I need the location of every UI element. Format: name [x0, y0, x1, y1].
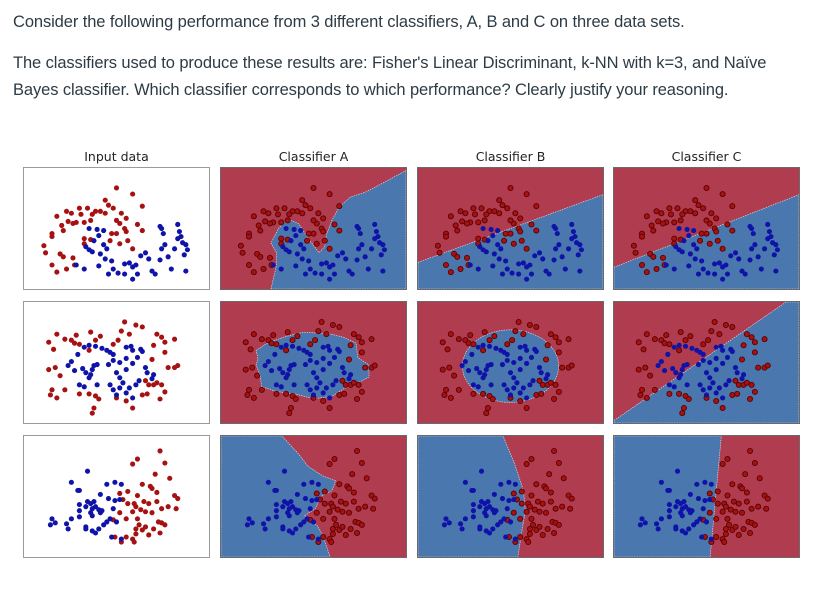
panel-circles-classifier-a [220, 301, 407, 424]
column-title-input: Input data [84, 149, 149, 164]
panel-moons-classifier-c [613, 167, 800, 290]
panel-moons-classifier-b [417, 167, 604, 290]
panel-circles-classifier-b [417, 301, 604, 424]
panel-moons-input [23, 167, 210, 290]
column-title-classifier-c: Classifier C [671, 149, 742, 164]
panel-linear-classifier-c [613, 435, 800, 558]
panel-linear-classifier-b [417, 435, 604, 558]
panel-circles-classifier-c [613, 301, 800, 424]
decision-region-blue [418, 194, 603, 289]
decision-region-blue [614, 194, 799, 289]
column-title-classifier-a: Classifier A [278, 149, 349, 164]
panel-moons-classifier-a [220, 167, 407, 290]
panel-linear-input [23, 435, 210, 558]
panel-linear-classifier-a [220, 435, 407, 558]
panel-circles-input [23, 301, 210, 424]
question-line-intro: Consider the following performance from … [13, 13, 685, 31]
question-line-task: The classifiers used to produce these re… [13, 54, 767, 99]
column-title-classifier-b: Classifier B [475, 149, 546, 164]
